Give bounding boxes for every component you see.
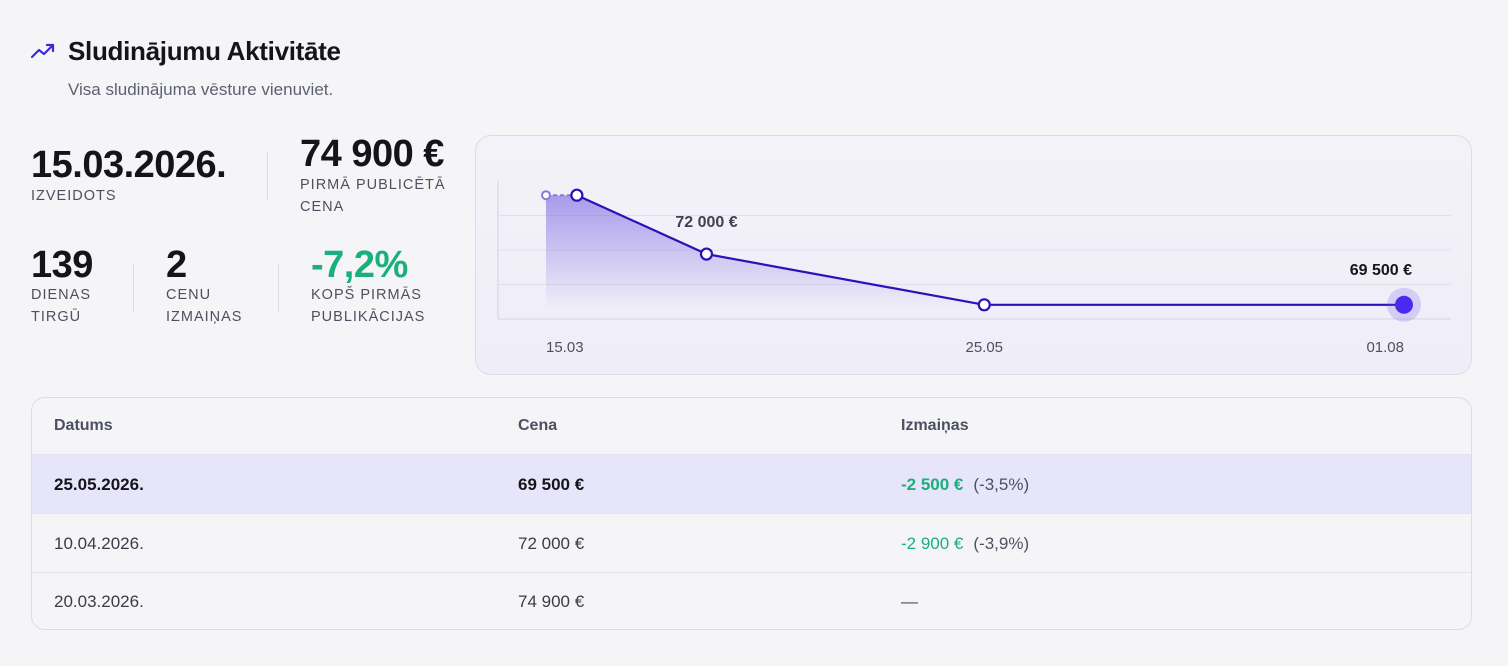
change: -2 500 € (-3,5%) (901, 475, 1029, 495)
stat-label: DIENAS TIRGŪ (31, 287, 91, 325)
change-percent: (-3,9%) (973, 533, 1030, 553)
change-amount: -2 900 € (901, 533, 964, 553)
point (699, 247, 714, 261)
change-percent: (-3,5%) (973, 474, 1030, 494)
stat-value: 139 (31, 244, 93, 286)
table-header: Datums Cena Izmaiņas (32, 398, 1471, 454)
x-tick-label: 25.05 (965, 339, 1003, 356)
stat-label: PIRMĀ PUBLICĒTĀ CENA (300, 177, 446, 215)
change-amount: — (901, 591, 918, 611)
column-header: Cena (518, 417, 558, 434)
stat-value: 74 900 € (300, 133, 444, 175)
point (570, 188, 584, 202)
subtitle: Visa sludinājuma vēsture vienuviet. (68, 80, 334, 99)
stat-label: CENU IZMAIŅAS (166, 287, 243, 325)
table-row: 25.05.2026. 69 500 € -2 500 € (-3,5%) (32, 454, 1471, 514)
table-row: 10.04.2026. 72 000 € -2 900 € (-3,9%) (32, 513, 1471, 573)
value-label: 69 500 € (1350, 262, 1412, 279)
divider (267, 152, 268, 200)
stat-value: -7,2% (311, 244, 408, 286)
stat-value: 15.03.2026. (31, 144, 227, 186)
price: 69 500 € (518, 474, 585, 494)
date: 20.03.2026. (54, 591, 144, 611)
chart-card: 15.03 25.05 01.08 72 000 € 69 500 € (475, 135, 1472, 375)
history-table: Datums Cena Izmaiņas 25.05.2026. 69 500 € -2 … (31, 397, 1472, 630)
x-tick-label: 15.03 (546, 339, 584, 356)
price: 72 000 € (518, 533, 585, 553)
divider (133, 264, 134, 312)
stat-value: 2 (166, 244, 187, 286)
stat-label: IZVEIDOTS (31, 188, 117, 204)
area (546, 195, 1404, 309)
column-header: Datums (54, 417, 113, 434)
column-header: Izmaiņas (901, 417, 969, 434)
change: — (901, 592, 918, 612)
chart: 15.03 25.05 01.08 72 000 € 69 500 € (497, 181, 1451, 356)
price: 74 900 € (518, 591, 585, 611)
date: 25.05.2026. (54, 474, 144, 494)
value-label: 72 000 € (675, 214, 737, 231)
point (541, 190, 551, 201)
date: 10.04.2026. (54, 533, 144, 553)
stat-label: KOPŠ PIRMĀS PUBLIKĀCIJAS (311, 287, 426, 325)
line (576, 194, 1404, 306)
divider (278, 264, 279, 312)
title: Sludinājumu Aktivitāte (68, 36, 341, 66)
point (977, 298, 991, 312)
change: -2 900 € (-3,9%) (901, 534, 1029, 554)
point (1395, 295, 1413, 314)
trend-icon (30, 43, 55, 59)
table-row: 20.03.2026. 74 900 € — (32, 572, 1471, 629)
change-amount: -2 500 € (901, 474, 964, 494)
x-tick-label: 01.08 (1366, 339, 1404, 356)
